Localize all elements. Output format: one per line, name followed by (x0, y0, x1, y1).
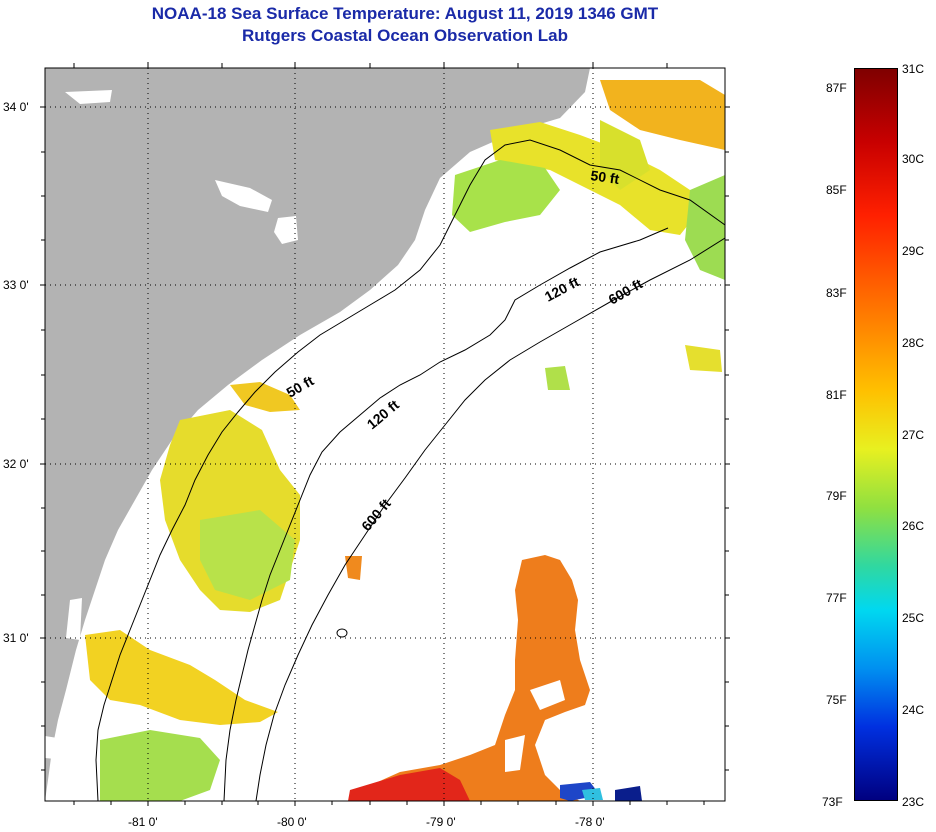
map-frame (44, 67, 726, 802)
sst-patch-yellow (600, 120, 650, 190)
colorbar-f-label: 85F (826, 183, 847, 197)
gulf-stream-patch (350, 555, 590, 801)
colorbar-c-label: 26C (902, 519, 925, 533)
colorbar-f-label: 75F (826, 693, 847, 707)
colorbar-f-label: 79F (826, 489, 847, 503)
sst-patch-green (685, 175, 725, 280)
contour-600ft (255, 237, 725, 801)
sst-patch-green (545, 366, 570, 390)
gulf-stream-hole (505, 735, 525, 772)
map-gridlines (45, 68, 725, 801)
map-subtitle: Rutgers Coastal Ocean Observation Lab (242, 26, 568, 45)
lat-tick-label: 34 0' (3, 100, 29, 114)
lat-tick-label: 33 0' (3, 278, 29, 292)
gulf-stream-hole (530, 680, 565, 710)
land-nodata-patch (66, 598, 82, 640)
contour-50ft (95, 139, 725, 801)
lon-tick-label: -81 0' (128, 815, 158, 829)
land-nodata-patch (274, 216, 298, 244)
colorbar-c-label: 30C (902, 152, 925, 166)
lat-tick-label: 32 0' (3, 457, 29, 471)
gulf-stream-hot-patch (348, 768, 470, 801)
colorbar-c-label: 24C (902, 703, 925, 717)
land-nodata-patch (65, 90, 112, 104)
colorbar-f-label: 83F (826, 286, 847, 300)
map-title: NOAA-18 Sea Surface Temperature: August … (151, 4, 659, 23)
land-nodata-patch (215, 180, 272, 212)
colorbar-c-label: 29C (902, 244, 925, 258)
sst-patch-orange (600, 80, 725, 150)
sst-patch-orange (345, 556, 362, 580)
sst-patch-yellow (685, 345, 722, 372)
sst-patch-green (100, 730, 220, 801)
land-nodata-patch (45, 736, 70, 760)
colorbar-c-label: 27C (902, 428, 925, 442)
sst-patch-green (200, 510, 295, 600)
land-mass (45, 68, 590, 801)
lon-tick-label: -80 0' (277, 815, 307, 829)
colorbar-c-label: 28C (902, 336, 925, 350)
seamount-contour (336, 628, 348, 638)
contour-120ft (223, 227, 669, 801)
sst-patch-yellow (230, 382, 300, 412)
axis-ticks (40, 62, 730, 806)
lon-tick-label: -78 0' (575, 815, 605, 829)
sst-patch-green (452, 160, 560, 232)
cold-patch (615, 786, 642, 801)
sst-patch-warm (490, 122, 700, 235)
contour-label-50ft: 50 ft (590, 167, 621, 187)
colorbar-c-label: 23C (902, 795, 925, 809)
lat-tick-label: 31 0' (3, 631, 29, 645)
colorbar-f-label: 87F (826, 81, 847, 95)
lon-tick-label: -79 0' (426, 815, 456, 829)
colorbar-f-label: 81F (826, 388, 847, 402)
sst-patch-yellow (85, 630, 278, 725)
colorbar-c-label: 31C (902, 62, 925, 76)
colorbar-f-label: 73F (822, 795, 843, 809)
colorbar-f-label: 77F (826, 591, 847, 605)
colorbar-c-label: 25C (902, 611, 925, 625)
temperature-colorbar (854, 68, 898, 801)
